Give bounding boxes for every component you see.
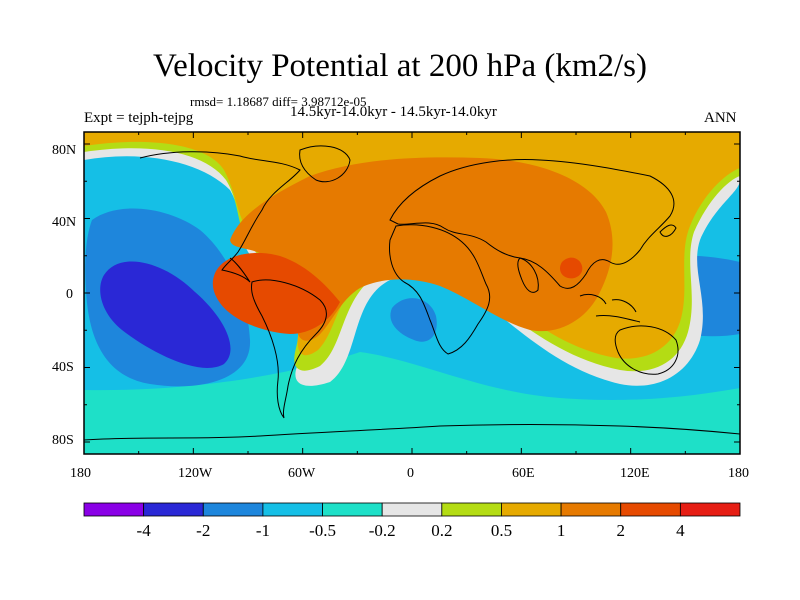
colorbar-swatch	[501, 502, 562, 517]
colorbar-swatch	[322, 502, 383, 517]
lat-label-80s: 80S	[52, 433, 74, 448]
coastlines	[84, 145, 740, 441]
colorbar-label: 4	[676, 521, 685, 540]
axis-ticks	[83, 132, 741, 454]
contour-south-teal	[84, 352, 740, 454]
colorbar-swatch	[441, 502, 502, 517]
contour-field	[84, 132, 740, 454]
contour-pacific-core	[100, 261, 231, 368]
runs-label: 14.5kyr-14.0kyr - 14.5kyr-14.0kyr	[290, 104, 497, 120]
lon-label-60e: 60E	[512, 466, 535, 481]
coast-africa	[389, 224, 491, 355]
lon-label-120w: 120W	[178, 466, 213, 481]
lon-label-120e: 120E	[620, 466, 650, 481]
coast-india	[517, 257, 539, 293]
colorbar-label: -4	[137, 521, 152, 540]
stats-line: rmsd= 1.18687 diff= 3.98712e-05	[190, 94, 367, 109]
colorbar-label: 0.2	[431, 521, 452, 540]
contour-atlantic-blue	[390, 298, 437, 342]
lat-label-40n: 40N	[52, 215, 77, 230]
lon-label-180w: 180	[70, 466, 91, 481]
colorbar-swatch	[620, 502, 681, 517]
lon-label-0: 0	[407, 466, 414, 481]
colorbar-swatch	[679, 502, 741, 517]
colorbar-label: 1	[557, 521, 566, 540]
coast-maritime	[579, 293, 641, 323]
colorbar-label: -0.2	[369, 521, 396, 540]
colorbar-swatch	[381, 502, 443, 517]
colorbar-label: -2	[196, 521, 210, 540]
lat-label-40s: 40S	[52, 360, 74, 375]
coast-australia	[614, 325, 679, 375]
coast-greenland	[299, 145, 351, 183]
colorbar-label: 0.5	[491, 521, 512, 540]
season-label: ANN	[704, 110, 737, 126]
coast-antarctica	[84, 424, 740, 441]
lon-label-180e: 180	[728, 466, 749, 481]
coast-japan	[659, 224, 677, 237]
coast-eurasia	[389, 159, 675, 289]
contour-asia-hotspot	[560, 257, 583, 279]
lon-label-60w: 60W	[288, 466, 316, 481]
colorbar-label: -0.5	[309, 521, 336, 540]
lat-label-80n: 80N	[52, 143, 77, 158]
colorbar-swatch	[560, 502, 622, 517]
colorbar: -4 -2 -1 -0.5 -0.2 0.2 0.5 1 2 4	[83, 502, 741, 540]
colorbar-swatch	[202, 502, 264, 517]
colorbar-swatch	[83, 502, 145, 517]
colorbar-swatch	[143, 502, 204, 517]
contour-red-orange	[212, 252, 340, 334]
page-title: Velocity Potential at 200 hPa (km2/s)	[152, 48, 648, 84]
colorbar-label: 2	[616, 521, 625, 540]
coast-north-america	[139, 151, 301, 283]
colorbar-label: -1	[256, 521, 270, 540]
experiment-label: Expt = tejph-tejpg	[84, 110, 194, 126]
coast-south-america	[251, 279, 327, 419]
lat-label-eq: 0	[66, 287, 73, 302]
colorbar-swatch	[262, 502, 323, 517]
